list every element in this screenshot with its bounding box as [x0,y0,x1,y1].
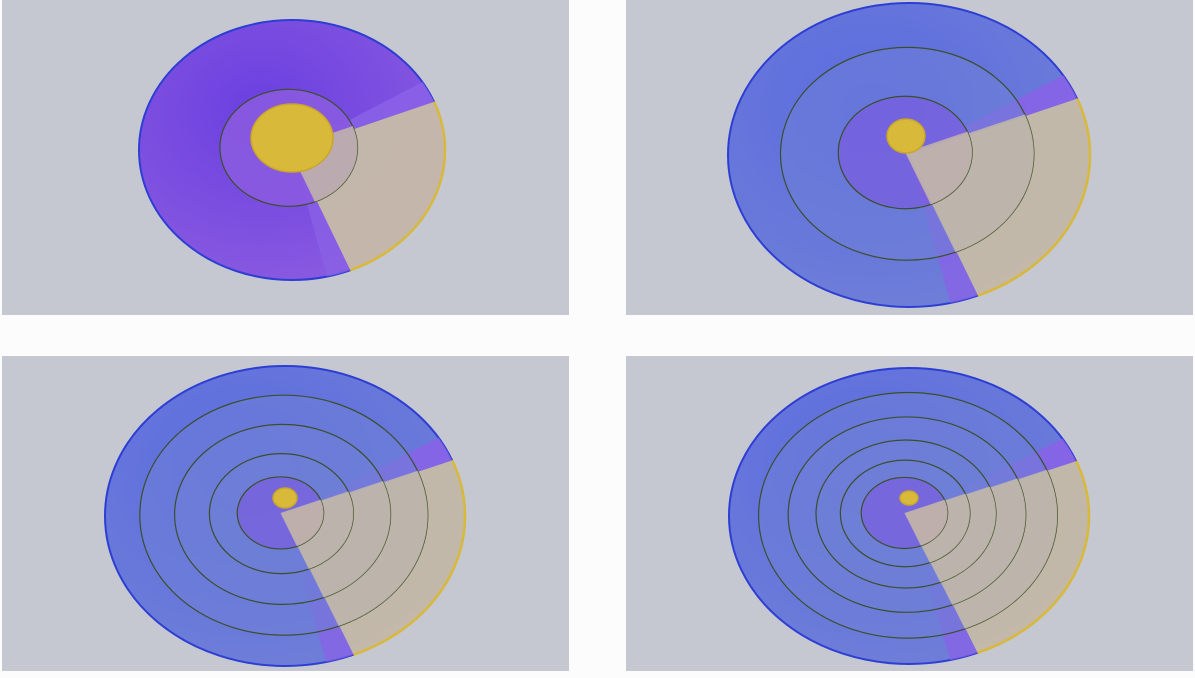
spiral-disc-render-3 [2,356,569,671]
spiral-disc-render-1 [2,0,569,315]
gold-center-dot [900,491,918,505]
gold-center-dot [251,104,333,172]
render-panel-4 [626,356,1193,671]
gold-center-dot [887,119,925,153]
gold-center-dot [273,488,297,508]
spiral-disc-render-4 [626,356,1193,671]
render-panel-2 [626,0,1193,315]
render-panel-3 [2,356,569,671]
spiral-disc-render-2 [626,0,1193,315]
render-panel-1 [2,0,569,315]
